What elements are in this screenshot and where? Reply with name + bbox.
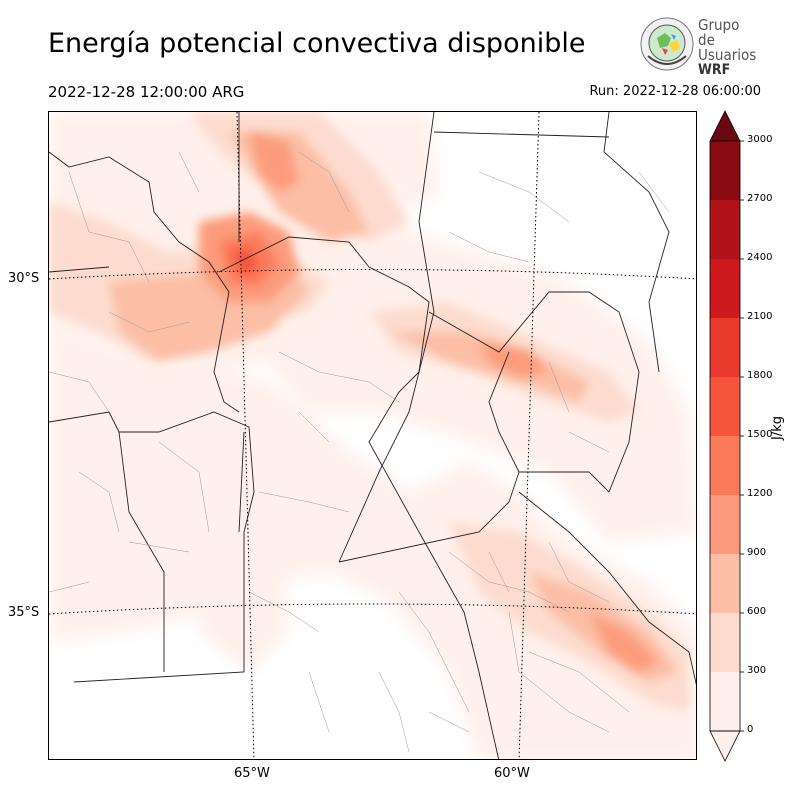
map-title: Energía potencial convectiva disponible <box>48 28 586 59</box>
logo-line-2: Usuarios <box>698 46 757 64</box>
logo-line-1: Grupo de <box>698 16 740 49</box>
colorbar-band <box>710 200 740 259</box>
lat-label-35s: 35°S <box>8 605 40 620</box>
colorbar-extend-max <box>709 110 741 142</box>
cape-map <box>48 111 697 760</box>
colorbar <box>709 110 744 762</box>
cape-field <box>49 112 696 759</box>
colorbar-tick-label: 3000 <box>747 134 773 145</box>
lon-label-60w: 60°W <box>494 766 530 781</box>
colorbar-tick-label: 600 <box>747 606 767 617</box>
colorbar-band <box>710 672 740 731</box>
colorbar-band <box>710 377 740 436</box>
logo-line-3: WRF <box>698 62 731 78</box>
globe-icon <box>640 17 694 71</box>
lat-label-30s: 30°S <box>8 271 40 286</box>
colorbar-band <box>710 318 740 377</box>
colorbar-tick-label: 0 <box>747 724 754 735</box>
run-time: Run: 2022-12-28 06:00:00 <box>589 84 761 99</box>
colorbar-tick-label: 1500 <box>747 429 773 440</box>
colorbar-tick-label: 300 <box>747 665 767 676</box>
colorbar-band <box>710 141 740 200</box>
colorbar-tick-label: 2700 <box>747 193 773 204</box>
lon-label-65w: 65°W <box>234 766 270 781</box>
colorbar-band <box>710 554 740 613</box>
department-borders <box>49 151 670 753</box>
colorbar-ticks <box>740 140 744 732</box>
colorbar-band <box>710 259 740 318</box>
graticule <box>49 112 696 759</box>
valid-time: 2022-12-28 12:00:00 ARG <box>48 83 245 101</box>
colorbar-tick-label: 1200 <box>747 488 773 499</box>
colorbar-tick-label: 2100 <box>747 311 773 322</box>
colorbar-band <box>710 495 740 554</box>
colorbar-tick-label: 2400 <box>747 252 773 263</box>
colorbar-bands <box>710 141 740 731</box>
cape-shading-high <box>199 132 659 672</box>
colorbar-unit: J/kg <box>770 416 785 440</box>
logo-text: Grupo de Usuarios WRF <box>698 18 758 78</box>
colorbar-extend-min <box>709 730 741 762</box>
colorbar-tick-label: 900 <box>747 547 767 558</box>
colorbar-band <box>710 436 740 495</box>
colorbar-tick-label: 1800 <box>747 370 773 381</box>
colorbar-band <box>710 613 740 672</box>
wrf-logo: Grupo de Usuarios WRF <box>638 16 758 78</box>
